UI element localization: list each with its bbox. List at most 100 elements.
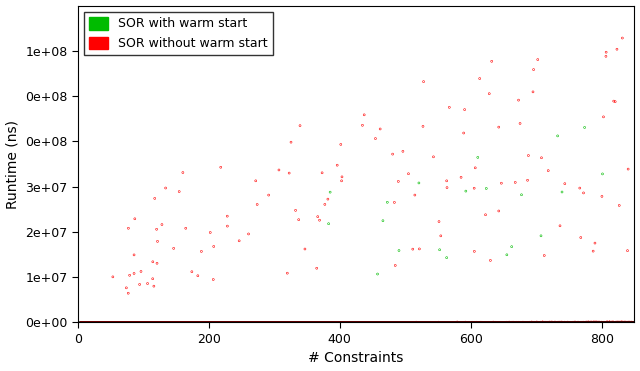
- Point: [480, 319, 490, 325]
- Point: [123, 290, 133, 296]
- Point: [415, 319, 425, 325]
- Point: [374, 319, 384, 325]
- Point: [360, 319, 370, 325]
- Point: [481, 319, 492, 325]
- Point: [426, 319, 436, 325]
- Point: [328, 319, 339, 325]
- Point: [227, 319, 237, 325]
- Point: [379, 319, 389, 325]
- Point: [429, 319, 440, 325]
- Point: [499, 319, 509, 325]
- Point: [283, 319, 293, 325]
- Point: [144, 319, 154, 325]
- Point: [399, 319, 409, 325]
- Point: [491, 319, 501, 325]
- Point: [127, 319, 138, 325]
- Point: [344, 319, 355, 325]
- Point: [307, 319, 317, 325]
- Point: [100, 319, 111, 325]
- Point: [484, 319, 495, 325]
- Point: [273, 319, 284, 325]
- Point: [374, 319, 385, 325]
- Point: [419, 319, 429, 325]
- Point: [629, 319, 639, 325]
- Point: [168, 319, 179, 325]
- Point: [321, 319, 331, 325]
- Point: [596, 319, 607, 325]
- Point: [193, 319, 203, 325]
- Point: [484, 319, 494, 325]
- Point: [134, 319, 145, 325]
- Point: [623, 319, 634, 325]
- Point: [112, 319, 122, 325]
- Point: [332, 319, 342, 325]
- Point: [378, 319, 388, 325]
- Point: [387, 319, 397, 325]
- Point: [383, 319, 394, 325]
- Point: [205, 319, 215, 325]
- Point: [314, 319, 324, 325]
- Point: [213, 319, 223, 325]
- Point: [530, 319, 540, 325]
- Point: [532, 319, 543, 325]
- Point: [164, 319, 175, 325]
- Point: [166, 319, 177, 325]
- Point: [115, 319, 125, 325]
- Point: [439, 319, 449, 325]
- Point: [311, 319, 321, 325]
- Point: [607, 319, 618, 325]
- Point: [104, 319, 114, 325]
- Point: [407, 319, 417, 325]
- Point: [397, 319, 407, 325]
- Point: [228, 319, 238, 325]
- Point: [387, 319, 397, 325]
- Point: [162, 319, 172, 325]
- Point: [376, 319, 387, 325]
- Point: [109, 319, 120, 325]
- Point: [583, 319, 593, 325]
- Point: [518, 319, 529, 325]
- Point: [222, 223, 232, 229]
- Point: [87, 319, 97, 325]
- Point: [570, 319, 580, 325]
- Point: [604, 319, 614, 325]
- Point: [127, 319, 137, 325]
- Point: [556, 319, 566, 325]
- Point: [419, 319, 429, 325]
- Point: [127, 319, 137, 325]
- Point: [580, 319, 591, 325]
- Point: [438, 319, 449, 325]
- Point: [359, 319, 369, 325]
- Point: [199, 319, 209, 325]
- Point: [286, 319, 296, 325]
- Point: [212, 319, 223, 325]
- Point: [129, 319, 139, 325]
- Point: [131, 319, 141, 325]
- Point: [352, 319, 362, 325]
- Point: [486, 319, 496, 325]
- Point: [597, 319, 607, 325]
- Point: [323, 221, 333, 227]
- Point: [522, 319, 532, 325]
- Point: [564, 319, 575, 325]
- Point: [520, 319, 530, 325]
- Point: [557, 319, 567, 325]
- Point: [393, 319, 403, 325]
- Point: [203, 319, 213, 325]
- Point: [163, 319, 173, 325]
- Point: [592, 319, 602, 325]
- Point: [390, 319, 401, 325]
- Point: [478, 319, 488, 325]
- Point: [306, 319, 316, 325]
- Point: [417, 319, 427, 325]
- Point: [348, 319, 358, 325]
- Point: [212, 319, 222, 325]
- Point: [625, 319, 635, 325]
- Point: [500, 319, 511, 325]
- Point: [506, 319, 516, 325]
- Point: [494, 319, 504, 325]
- Point: [350, 319, 360, 325]
- Point: [335, 319, 346, 325]
- Point: [180, 319, 190, 325]
- Point: [527, 319, 537, 325]
